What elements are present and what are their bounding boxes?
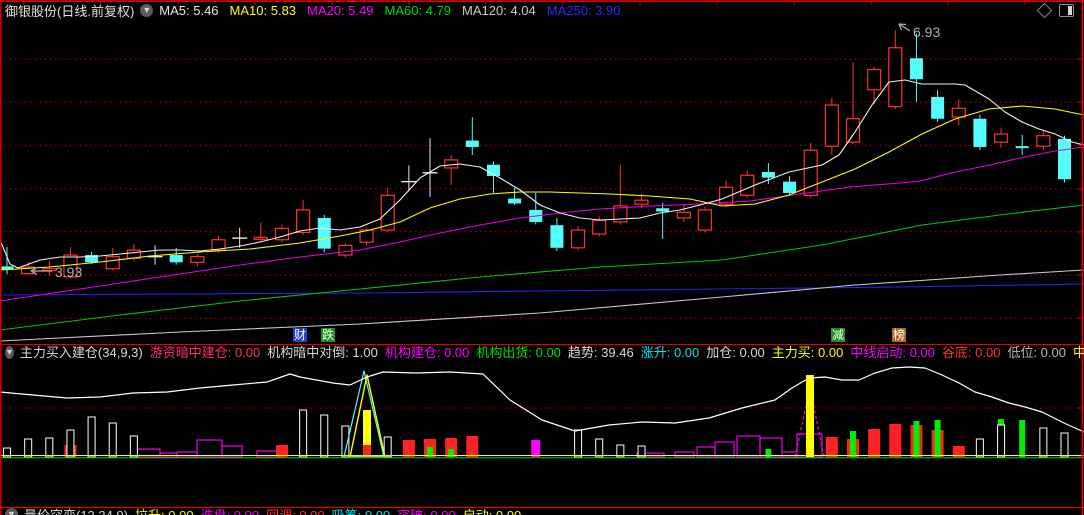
bottom-indicator-field: 突破: 0.00 bbox=[397, 508, 456, 515]
signal-badge: 跌 bbox=[321, 328, 335, 342]
titlebar-icons bbox=[1036, 2, 1074, 19]
indicator-name: 主力买入建仓(34,9,3) bbox=[19, 345, 143, 360]
bottom-indicator-field: 启动: 0.00 bbox=[463, 508, 522, 515]
chevron-down-icon: ▼ bbox=[5, 508, 18, 515]
bottom-clipped-panel-header[interactable]: ▼ 量价突变(13,34,9) 拉升: 0.00 洗盘: 0.00 回调: 0.00… bbox=[0, 508, 1084, 515]
indicator-field: 主力买: 0.00 bbox=[771, 345, 844, 360]
chevron-down-icon[interactable]: ▼ bbox=[5, 346, 14, 359]
svg-text:3.93: 3.93 bbox=[55, 264, 82, 280]
chevron-down-icon[interactable]: ▼ bbox=[140, 4, 154, 17]
indicator-field: 趋势: 39.46 bbox=[567, 345, 634, 360]
svg-text:6.93: 6.93 bbox=[913, 24, 940, 40]
indicator-field: 谷底: 0.00 bbox=[941, 345, 1001, 360]
signal-badge: 榜 bbox=[892, 328, 906, 342]
indicator-field: 机构建仓: 0.00 bbox=[384, 345, 470, 360]
bottom-indicator-field: 洗盘: 0.00 bbox=[201, 508, 260, 515]
ma-values: MA5: 5.46 MA10: 5.83 MA20: 5.49 MA60: 4.79 M… bbox=[159, 3, 620, 18]
indicator-field: 机构暗中对倒: 1.00 bbox=[267, 345, 378, 360]
ma-label: MA120: 4.04 bbox=[462, 3, 536, 18]
ma-label: MA250: 3.90 bbox=[546, 3, 621, 18]
bottom-indicator-name: 量价突变(13,34,9) bbox=[24, 508, 128, 515]
stock-title: 御银股份(日线.前复权) bbox=[5, 4, 135, 19]
bottom-indicator-field: 吸筹: 0.00 bbox=[332, 508, 391, 515]
indicator-field: 低位: 0.00 bbox=[1007, 345, 1066, 360]
title-bar: 御银股份(日线.前复权) ▼ MA5: 5.46 MA10: 5.83 MA20: … bbox=[0, 0, 1084, 21]
ma-label: MA10: 5.83 bbox=[229, 3, 297, 18]
bottom-indicator-field: 回调: 0.00 bbox=[266, 508, 325, 515]
ma-label: MA5: 5.46 bbox=[159, 3, 219, 18]
indicator-field: 中位: 0.00 bbox=[1072, 345, 1084, 360]
signal-badge: 减 bbox=[831, 328, 845, 342]
indicator-field: 机构出货: 0.00 bbox=[476, 345, 561, 360]
indicator-fields: 游资暗中建仓: 0.00 机构暗中对倒: 1.00 机构建仓: 0.00 机构出货: … bbox=[150, 345, 1084, 360]
ma-label: MA20: 5.49 bbox=[307, 3, 374, 18]
indicator-field: 涨升: 0.00 bbox=[640, 345, 700, 360]
bottom-indicator-field: 拉升: 0.00 bbox=[135, 508, 194, 515]
bottom-indicator-fields: 拉升: 0.00 洗盘: 0.00 回调: 0.00 吸筹: 0.00 突破: 0.00… bbox=[135, 508, 528, 515]
indicator-header: ▼ 主力买入建仓(34,9,3) 游资暗中建仓: 0.00 机构暗中对倒: 1.0… bbox=[0, 345, 1084, 360]
ma-label: MA60: 4.79 bbox=[384, 3, 452, 18]
panel-layout-icon[interactable] bbox=[1059, 4, 1074, 17]
bottom-header-inner: ▼ 量价突变(13,34,9) 拉升: 0.00 洗盘: 0.00 回调: 0.00… bbox=[0, 508, 1084, 515]
signal-badge: 财 bbox=[293, 328, 307, 342]
indicator-field: 加仓: 0.00 bbox=[706, 345, 765, 360]
indicator-field: 游资暗中建仓: 0.00 bbox=[149, 345, 261, 360]
diamond-icon[interactable] bbox=[1036, 2, 1053, 19]
indicator-field: 中线启动: 0.00 bbox=[850, 345, 935, 360]
